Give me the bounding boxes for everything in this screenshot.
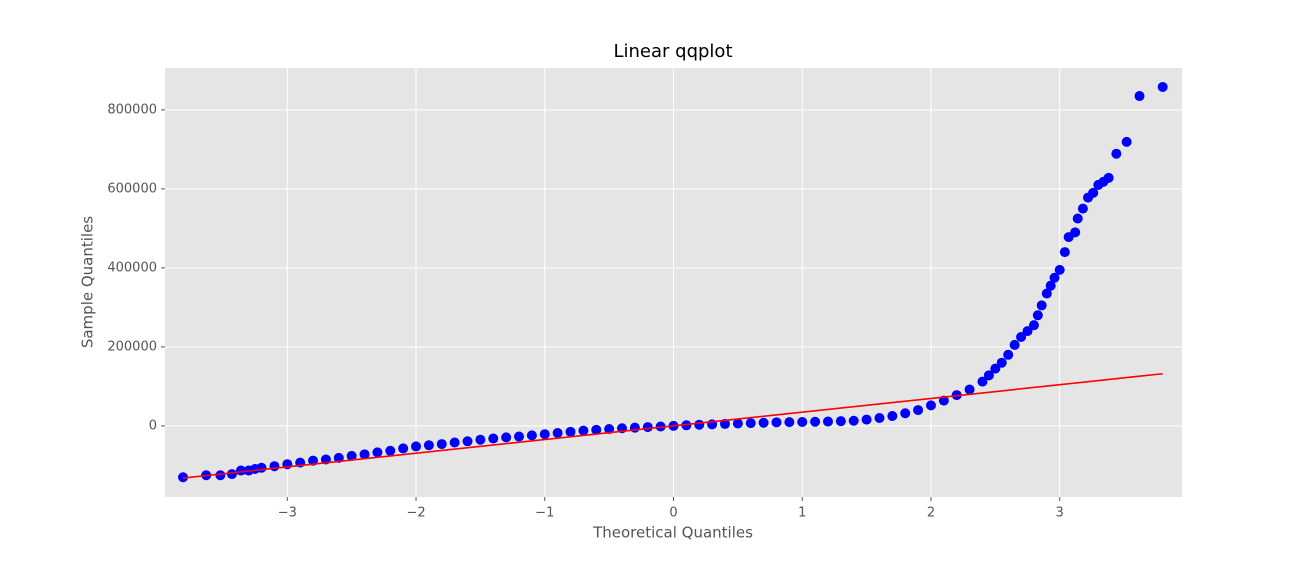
point [784,417,795,428]
point [996,357,1007,368]
point [591,424,602,435]
point [1045,280,1056,291]
point [694,419,705,430]
point [797,416,808,427]
point [1103,172,1114,183]
fit-line [182,372,1163,479]
point [732,418,743,429]
y-tick-label: 800000 [107,102,157,117]
point [226,469,237,480]
point [552,428,563,439]
point [1072,213,1083,224]
point [1070,227,1081,238]
point [983,370,994,381]
point [990,363,1001,374]
point [235,465,246,476]
x-tick-label: −2 [406,506,425,521]
x-axis-label: Theoretical Quantiles [592,524,753,542]
point [1003,349,1014,360]
x-tick-label: 0 [669,506,677,521]
point [385,445,396,456]
y-tick-label: 0 [149,418,157,433]
point [1049,272,1060,283]
x-tick-label: −3 [278,506,297,521]
point [758,417,769,428]
point [423,440,434,451]
point [1121,136,1132,147]
point [256,462,267,473]
point [411,441,422,452]
point [822,416,833,427]
point [1041,288,1052,299]
chart-title: Linear qqplot [613,41,732,62]
point [475,434,486,445]
point [269,461,280,472]
point [501,432,512,443]
point [462,436,473,447]
point [810,416,821,427]
point [835,416,846,427]
point [1077,203,1088,214]
point [398,443,409,454]
point [514,431,525,442]
point [1032,310,1043,321]
point [1016,332,1027,343]
point [1036,300,1047,311]
point [578,425,589,436]
point [1157,81,1168,92]
point [1054,264,1065,275]
point [1028,320,1039,331]
point [565,426,576,437]
point [359,449,370,460]
x-tick-label: −1 [535,506,554,521]
point [887,411,898,422]
point [629,422,640,433]
point [964,384,975,395]
point [372,447,383,458]
point [449,437,460,448]
point [1059,247,1070,258]
point [874,412,885,423]
point [488,433,499,444]
point [1009,339,1020,350]
point [848,415,859,426]
y-tick-label: 600000 [107,181,157,196]
x-tick-label: 2 [927,506,935,521]
point [526,430,537,441]
point [642,422,653,433]
point [1134,91,1145,102]
point [745,418,756,429]
y-tick-label: 200000 [107,339,157,354]
point [539,429,550,440]
point [900,408,911,419]
point [1111,148,1122,159]
point [719,418,730,429]
x-tick-label: 3 [1056,506,1064,521]
point [925,400,936,411]
y-tick-label: 400000 [107,260,157,275]
point [977,376,988,387]
point [436,439,447,450]
point [861,414,872,425]
point [681,420,692,431]
x-tick-label: 1 [798,506,806,521]
point [913,405,924,416]
point [1022,326,1033,337]
point [215,470,226,481]
point [604,424,615,435]
point [346,450,357,461]
point [771,417,782,428]
point [1088,187,1099,198]
y-axis-label: Sample Quantiles [79,216,97,348]
